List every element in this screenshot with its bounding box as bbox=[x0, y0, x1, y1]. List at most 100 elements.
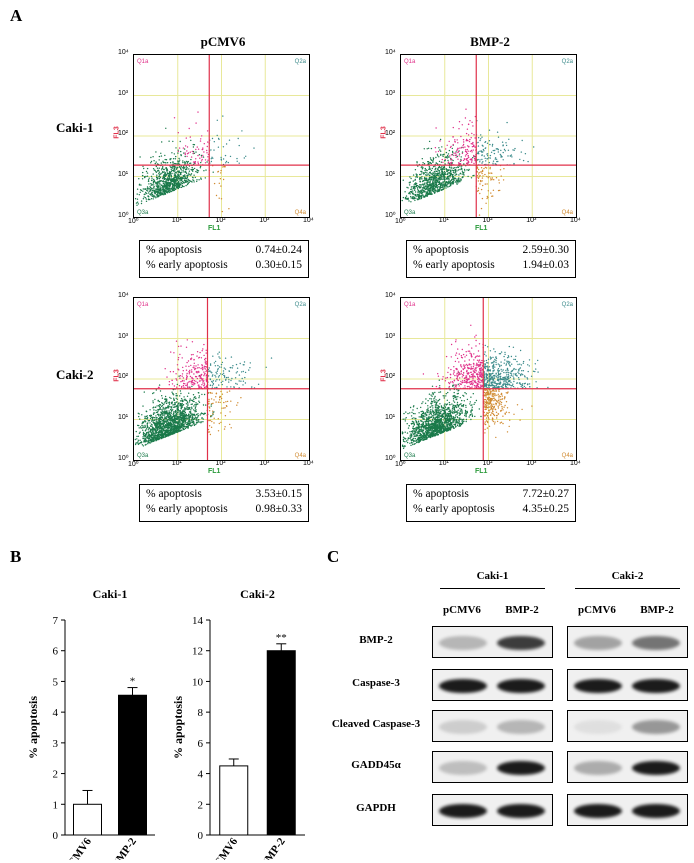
facs-event-q4 bbox=[229, 411, 231, 413]
facs-event-live bbox=[442, 174, 444, 177]
facs-event-live bbox=[189, 412, 192, 414]
facs-event-live bbox=[138, 427, 140, 429]
facs-event-live bbox=[159, 176, 162, 179]
facs-event-live bbox=[145, 437, 147, 439]
facs-event-live bbox=[447, 181, 450, 183]
facs-event-q4 bbox=[497, 189, 500, 192]
facs-event-live bbox=[175, 171, 177, 173]
facs-event-live bbox=[161, 189, 163, 191]
facs-event-live bbox=[412, 190, 414, 192]
facs-event-q2 bbox=[224, 357, 227, 359]
facs-event-live bbox=[461, 176, 463, 179]
facs-event-live bbox=[435, 162, 437, 164]
facs-event-live bbox=[461, 412, 464, 414]
facs-event-live bbox=[455, 180, 458, 182]
facs-event-live bbox=[136, 438, 138, 440]
facs-event-q1 bbox=[195, 380, 197, 382]
facs-event-live bbox=[454, 168, 457, 171]
facs-event-q1 bbox=[177, 150, 179, 153]
facs-event-live bbox=[151, 428, 153, 431]
facs-event-live bbox=[437, 166, 440, 169]
facs-event-q2 bbox=[219, 373, 222, 375]
facs-event-q2 bbox=[218, 356, 220, 358]
facs-event-live bbox=[432, 161, 434, 163]
facs-event-q1 bbox=[197, 148, 200, 150]
facs-event-live bbox=[144, 439, 147, 441]
facs-event-live bbox=[403, 446, 405, 448]
facs-event-q2 bbox=[511, 156, 513, 158]
facs-event-live bbox=[446, 423, 448, 425]
facs-event-live bbox=[163, 402, 166, 404]
facs-event-live bbox=[444, 173, 446, 176]
facs-event-live bbox=[160, 432, 162, 434]
facs-event-live bbox=[195, 423, 197, 426]
facs-event-q1 bbox=[170, 351, 172, 353]
facs-event-live bbox=[161, 169, 163, 171]
facs-event-live bbox=[155, 197, 157, 199]
facs-event-q2 bbox=[211, 375, 214, 377]
facs-event-live bbox=[192, 179, 194, 181]
facs-event-live bbox=[143, 426, 145, 429]
facs-event-q1 bbox=[452, 126, 454, 129]
facs-event-live bbox=[429, 192, 431, 194]
facs-event-q1 bbox=[458, 128, 460, 130]
facs-event-q2 bbox=[244, 371, 247, 374]
facs-event-live bbox=[159, 181, 161, 183]
facs-event-live bbox=[154, 428, 156, 430]
facs-event-q2 bbox=[230, 379, 232, 382]
facs-event-live bbox=[417, 191, 419, 193]
facs-event-live bbox=[443, 178, 446, 180]
facs-event-q2 bbox=[480, 134, 482, 136]
facs-event-q2 bbox=[223, 367, 225, 369]
facs-event-live bbox=[162, 177, 164, 180]
facs-event-live bbox=[450, 181, 452, 183]
facs-event-q2 bbox=[495, 158, 498, 160]
facs-event-q1 bbox=[201, 384, 203, 386]
facs-event-live bbox=[415, 197, 417, 199]
facs-event-live bbox=[444, 168, 446, 171]
facs-event-live bbox=[155, 430, 157, 433]
facs-event-live bbox=[433, 175, 435, 177]
facs-event-live bbox=[172, 409, 174, 411]
facs-event-q2 bbox=[220, 156, 222, 159]
facs-event-live bbox=[177, 426, 179, 429]
facs-event-live bbox=[165, 167, 168, 170]
facs-event-q1 bbox=[470, 137, 472, 139]
facs-event-live bbox=[407, 198, 409, 201]
facs-event-q1 bbox=[196, 372, 198, 374]
facs-event-live bbox=[164, 395, 167, 398]
facs-event-q1 bbox=[465, 151, 468, 153]
facs-event-q1 bbox=[184, 383, 186, 385]
facs-event-live bbox=[416, 161, 418, 163]
facs-event-live bbox=[164, 154, 166, 157]
facs-event-live bbox=[161, 411, 163, 414]
facs-event-live bbox=[152, 402, 154, 404]
facs-event-q4 bbox=[481, 172, 483, 175]
facs-event-live bbox=[152, 400, 154, 402]
facs-event-q1 bbox=[471, 160, 473, 162]
facs-event-q1 bbox=[200, 377, 203, 380]
facs-event-q1 bbox=[186, 383, 188, 386]
facs-event-q1 bbox=[198, 371, 200, 374]
facs-event-live bbox=[455, 173, 457, 175]
facs-event-live bbox=[168, 403, 171, 405]
facs-event-live bbox=[185, 184, 187, 187]
facs-event-q1 bbox=[186, 385, 188, 387]
facs-event-live bbox=[186, 422, 188, 424]
facs-event-live bbox=[180, 177, 182, 179]
facs-event-live bbox=[142, 171, 144, 174]
facs-event-q1 bbox=[472, 149, 474, 151]
facs-event-live bbox=[173, 418, 176, 420]
facs-event-live bbox=[176, 410, 179, 412]
facs-event-live bbox=[431, 193, 433, 195]
facs-event-live bbox=[145, 198, 148, 200]
facs-event-live bbox=[193, 423, 195, 426]
facs-event-live bbox=[151, 419, 153, 421]
facs-event-live bbox=[425, 169, 427, 171]
facs-event-live bbox=[171, 391, 173, 393]
facs-event-q2 bbox=[479, 150, 481, 152]
facs-event-live bbox=[414, 191, 417, 193]
facs-event-live bbox=[144, 436, 146, 438]
facs-event-live bbox=[183, 185, 185, 188]
facs-event-live bbox=[160, 162, 162, 164]
